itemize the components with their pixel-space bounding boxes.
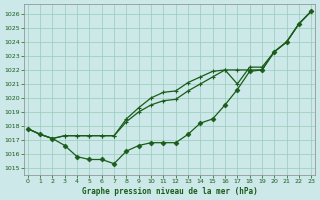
X-axis label: Graphe pression niveau de la mer (hPa): Graphe pression niveau de la mer (hPa)	[82, 187, 257, 196]
